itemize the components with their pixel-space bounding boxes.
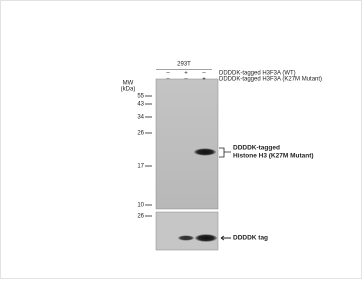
marker-label: 34	[137, 115, 144, 121]
marker-label: 26	[137, 131, 144, 137]
band	[195, 234, 217, 242]
cell-line: 293T	[177, 62, 191, 68]
blot-bottom	[156, 212, 218, 250]
lane-sign: +	[202, 77, 206, 83]
band-annotation: DDDDK tag	[233, 235, 268, 242]
band-annotation: Histone H3 (K27M Mutant)	[233, 153, 314, 160]
marker-label: 43	[137, 102, 144, 108]
band	[194, 148, 216, 155]
marker-label: 17	[137, 164, 144, 170]
figure: 293T –+–DDDDK-tagged H3F3A (WT)––+DDDDK-…	[0, 0, 362, 279]
condition-label: DDDDK-tagged H3F3A (K27M Mutant)	[219, 77, 322, 83]
marker-label: 10	[137, 203, 144, 209]
band	[178, 235, 194, 240]
band-annotation: DDDDK-tagged	[233, 145, 280, 152]
blot-top	[156, 79, 218, 209]
marker-label: 55	[137, 94, 144, 100]
mw-label: (kDa)	[121, 87, 136, 93]
marker-label: 26	[137, 214, 144, 220]
